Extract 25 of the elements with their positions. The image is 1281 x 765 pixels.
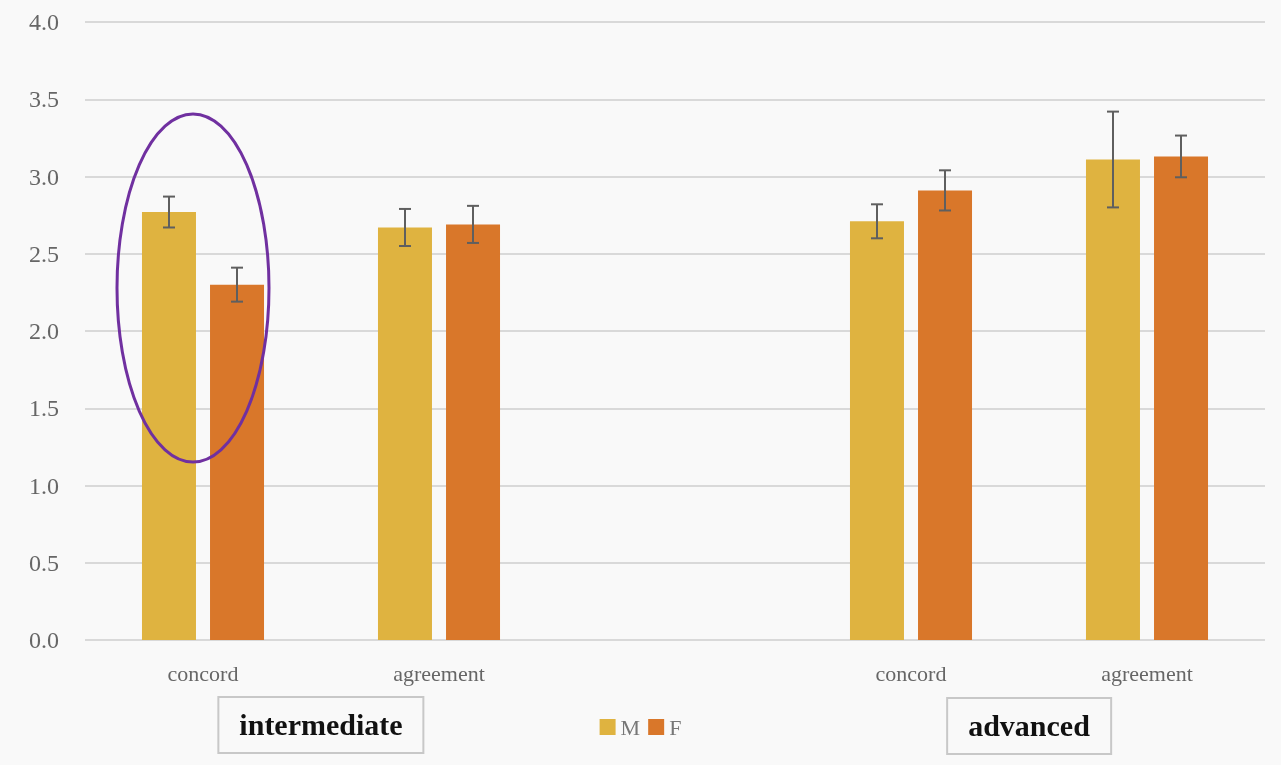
- text: intermediate: [217, 696, 425, 754]
- y-tick-label: 4.0: [29, 9, 59, 35]
- x-tick-label: agreement: [1101, 660, 1193, 686]
- bar: [849, 221, 904, 640]
- y-tick-label: 0.5: [29, 549, 59, 576]
- y-tick-label: 2.0: [29, 318, 59, 344]
- bar: [1085, 159, 1140, 640]
- bar: [377, 227, 432, 640]
- y-tick-label: 2.5: [29, 240, 59, 267]
- bar: [1154, 156, 1209, 640]
- x-tick-label: agreement: [393, 660, 485, 686]
- bar: [446, 224, 501, 640]
- y-tick-label: 0.0: [29, 627, 59, 653]
- bar: [141, 212, 196, 640]
- y-tick-label: 1.0: [29, 472, 59, 499]
- y-tick-label: 1.5: [29, 395, 59, 422]
- bar: [210, 284, 265, 640]
- legend-label: F: [669, 714, 682, 740]
- x-tick-label: concord: [875, 660, 947, 686]
- y-tick-label: 3.5: [29, 86, 59, 113]
- text: advanced: [946, 697, 1112, 755]
- bar: [918, 190, 973, 640]
- y-tick-label: 3.0: [29, 163, 59, 190]
- x-tick-label: concord: [167, 660, 239, 686]
- legend-label: M: [620, 714, 641, 740]
